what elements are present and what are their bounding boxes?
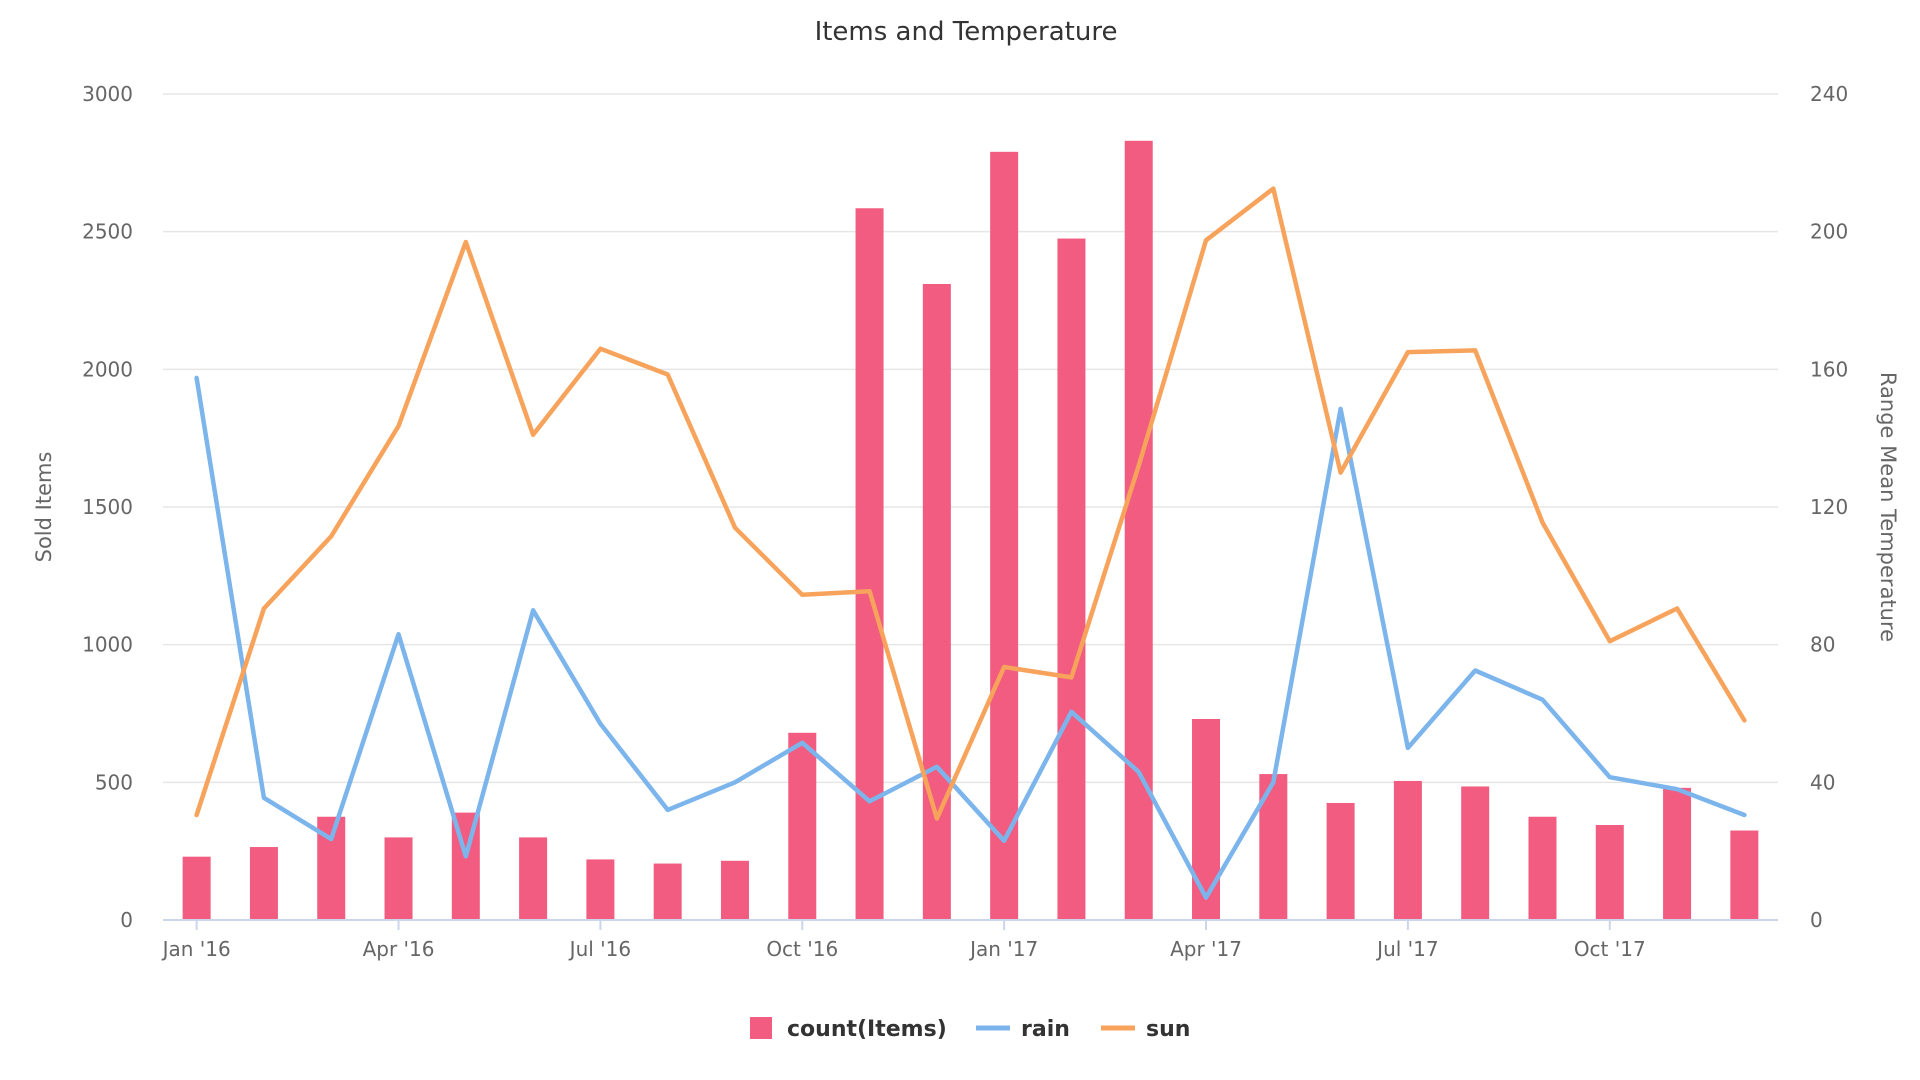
bar-count-items [519,837,548,920]
bar-count-items [1663,787,1692,920]
bar-count-items [990,151,1019,920]
x-tick-label: Jan '16 [161,937,231,961]
grid-lines [163,93,1778,784]
bar-count-items [1057,238,1086,921]
x-tick-label: Jan '17 [968,937,1038,961]
y-left-tick-label: 2000 [82,357,133,381]
y-axis-right-title: Range Mean Temperature [1876,372,1900,642]
line-series [194,186,1747,900]
y-right-tick-label: 240 [1810,82,1848,106]
legend-item-rain[interactable]: rain [976,1017,1070,1042]
y-right-tick-label: 0 [1810,908,1823,932]
x-tick-label: Jul '17 [1375,937,1438,961]
bar-count-items [788,732,817,920]
bar-count-items [1461,786,1490,920]
bar-count-items [1528,816,1557,920]
y-left-tick-label: 0 [120,908,133,932]
y-left-tick-label: 3000 [82,82,133,106]
bar-count-items [1393,780,1422,920]
bar-count-items [1192,719,1221,920]
bar-count-items [1730,830,1759,920]
y-right-tick-label: 200 [1810,220,1848,244]
y-left-tick-label: 500 [95,770,133,794]
bar-count-items [653,863,682,920]
bar-count-items [1326,802,1355,920]
x-tick-label: Jul '16 [568,937,631,961]
legend-label: count(Items) [787,1017,947,1042]
bar-count-items [1595,825,1624,920]
y-right-tick-label: 40 [1810,770,1835,794]
line-sun [194,186,1747,821]
x-tick-label: Apr '17 [1170,937,1242,961]
y-left-tick-label: 1500 [82,495,133,519]
axes: 0 500 1000 1500 2000 2500 3000 0 40 80 120 160 200 24… [82,82,1848,961]
bar-count-items [855,208,884,921]
y-left-tick-label: 2500 [82,220,133,244]
bar-count-items [922,283,951,921]
y-axis-left-title: Sold Items [32,452,56,563]
legend: count(Items) rain sun [750,1017,1190,1042]
x-tick-label: Oct '16 [766,937,838,961]
legend-item-count-items[interactable]: count(Items) [750,1017,947,1042]
chart-title: Items and Temperature [815,17,1118,47]
x-tick-label: Oct '17 [1574,937,1646,961]
legend-label: rain [1021,1017,1070,1042]
x-tick-label: Apr '16 [363,937,435,961]
bar-count-items [720,860,749,920]
bar-count-items [249,847,278,920]
line-rain [194,375,1747,900]
legend-item-sun[interactable]: sun [1101,1017,1190,1042]
bar-count-items [586,859,615,920]
y-right-tick-label: 80 [1810,633,1835,657]
legend-label: sun [1146,1017,1190,1042]
y-right-tick-label: 120 [1810,495,1848,519]
bar-count-items [182,856,211,920]
bar-count-items [1124,140,1153,921]
y-right-tick-label: 160 [1810,357,1848,381]
legend-symbol [750,1017,772,1039]
y-left-tick-label: 1000 [82,633,133,657]
bar-count-items [384,837,413,920]
